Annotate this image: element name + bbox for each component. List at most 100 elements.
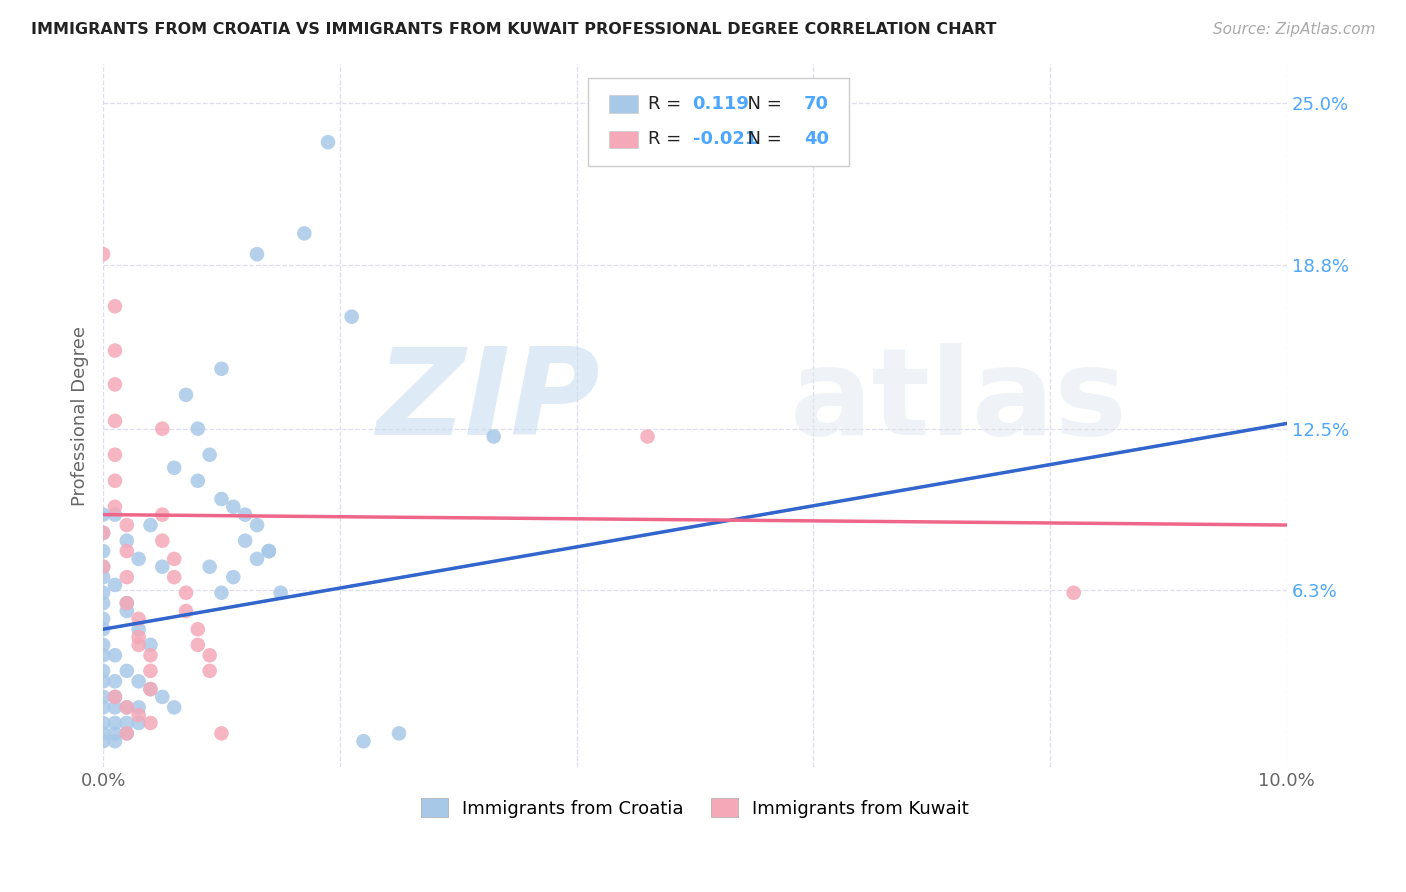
- Point: [104, 508, 127, 522]
- Point: [139, 682, 162, 697]
- Point: [128, 708, 150, 723]
- Point: [115, 700, 138, 714]
- Point: [222, 570, 245, 584]
- Point: [115, 596, 138, 610]
- Point: [91, 690, 114, 704]
- Point: [150, 533, 173, 548]
- Point: [139, 648, 162, 663]
- Point: [115, 518, 138, 533]
- Text: 70: 70: [804, 95, 828, 113]
- Point: [150, 690, 173, 704]
- Point: [211, 491, 233, 506]
- Point: [353, 734, 375, 748]
- Point: [104, 500, 127, 514]
- Point: [91, 648, 114, 663]
- Point: [91, 247, 114, 261]
- Text: 40: 40: [804, 130, 828, 148]
- Point: [104, 734, 127, 748]
- Point: [211, 726, 233, 740]
- Point: [128, 630, 150, 644]
- Point: [104, 474, 127, 488]
- Point: [139, 518, 162, 533]
- Point: [637, 429, 659, 443]
- Point: [115, 726, 138, 740]
- Point: [187, 474, 209, 488]
- Point: [482, 429, 505, 443]
- Point: [139, 682, 162, 697]
- Point: [104, 343, 127, 358]
- Point: [233, 508, 256, 522]
- Text: N =: N =: [737, 95, 787, 113]
- Point: [198, 448, 221, 462]
- Point: [128, 612, 150, 626]
- Text: R =: R =: [648, 130, 686, 148]
- Point: [104, 648, 127, 663]
- Point: [316, 135, 339, 149]
- Text: atlas: atlas: [790, 343, 1128, 460]
- Point: [128, 638, 150, 652]
- Text: IMMIGRANTS FROM CROATIA VS IMMIGRANTS FROM KUWAIT PROFESSIONAL DEGREE CORRELATIO: IMMIGRANTS FROM CROATIA VS IMMIGRANTS FR…: [31, 22, 997, 37]
- Text: 0.119: 0.119: [693, 95, 749, 113]
- Point: [233, 533, 256, 548]
- Point: [91, 508, 114, 522]
- Point: [163, 460, 186, 475]
- Point: [128, 674, 150, 689]
- Point: [139, 664, 162, 678]
- Point: [91, 612, 114, 626]
- Point: [104, 700, 127, 714]
- Point: [163, 570, 186, 584]
- Point: [1063, 586, 1085, 600]
- Point: [91, 638, 114, 652]
- Point: [174, 604, 197, 618]
- Point: [292, 227, 315, 241]
- Point: [246, 247, 269, 261]
- Point: [91, 622, 114, 636]
- FancyBboxPatch shape: [609, 130, 638, 148]
- Point: [128, 622, 150, 636]
- Point: [104, 578, 127, 592]
- Point: [128, 552, 150, 566]
- Point: [91, 664, 114, 678]
- Point: [91, 570, 114, 584]
- FancyBboxPatch shape: [609, 95, 638, 113]
- Point: [115, 570, 138, 584]
- Point: [91, 674, 114, 689]
- Point: [91, 716, 114, 731]
- Point: [187, 422, 209, 436]
- Point: [246, 552, 269, 566]
- Point: [104, 690, 127, 704]
- Point: [174, 388, 197, 402]
- Point: [115, 596, 138, 610]
- Point: [139, 716, 162, 731]
- Point: [104, 377, 127, 392]
- Point: [91, 544, 114, 558]
- Point: [91, 596, 114, 610]
- Text: R =: R =: [648, 95, 686, 113]
- Point: [91, 734, 114, 748]
- Point: [163, 700, 186, 714]
- Point: [211, 361, 233, 376]
- Point: [104, 674, 127, 689]
- Point: [91, 726, 114, 740]
- Point: [198, 648, 221, 663]
- Point: [198, 559, 221, 574]
- Point: [128, 700, 150, 714]
- Point: [104, 716, 127, 731]
- Point: [115, 700, 138, 714]
- Point: [174, 586, 197, 600]
- Point: [115, 726, 138, 740]
- Point: [115, 533, 138, 548]
- Point: [115, 716, 138, 731]
- Point: [187, 622, 209, 636]
- Point: [150, 422, 173, 436]
- Point: [115, 604, 138, 618]
- Point: [91, 586, 114, 600]
- Point: [222, 500, 245, 514]
- Point: [257, 544, 280, 558]
- Point: [150, 508, 173, 522]
- Point: [150, 559, 173, 574]
- Point: [340, 310, 363, 324]
- Point: [246, 518, 269, 533]
- Point: [104, 726, 127, 740]
- Point: [104, 414, 127, 428]
